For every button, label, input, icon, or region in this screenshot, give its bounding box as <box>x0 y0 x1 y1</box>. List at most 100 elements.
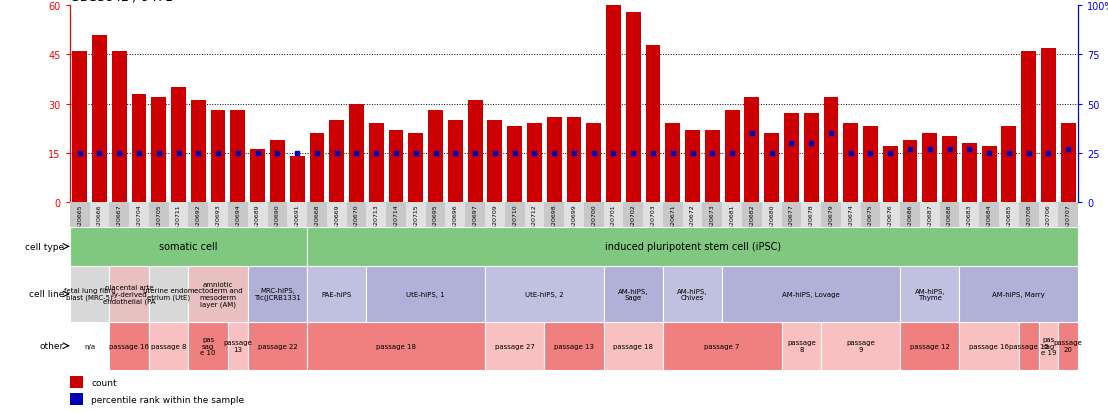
Text: uterine endom
etrium (UtE): uterine endom etrium (UtE) <box>143 288 194 301</box>
Bar <box>228 322 248 370</box>
Text: passage
8: passage 8 <box>787 339 815 352</box>
Bar <box>485 266 604 322</box>
Bar <box>666 124 680 202</box>
Bar <box>586 124 602 202</box>
Text: UtE-hiPS, 1: UtE-hiPS, 1 <box>407 291 445 297</box>
Bar <box>903 140 917 202</box>
Bar <box>448 121 463 202</box>
Text: GSM520698: GSM520698 <box>552 204 556 241</box>
Text: GSM520709: GSM520709 <box>492 204 497 241</box>
Text: GDS3842 / 9471: GDS3842 / 9471 <box>70 0 173 4</box>
Bar <box>663 322 781 370</box>
Bar <box>1018 322 1038 370</box>
Text: GSM520678: GSM520678 <box>809 204 813 241</box>
Text: GSM520675: GSM520675 <box>868 204 873 241</box>
Text: passage 22: passage 22 <box>257 343 297 349</box>
Bar <box>92 36 106 202</box>
Text: GSM520687: GSM520687 <box>927 204 932 241</box>
Bar <box>191 101 206 202</box>
Text: GSM520713: GSM520713 <box>373 204 379 241</box>
Bar <box>841 202 861 227</box>
Bar <box>942 137 957 202</box>
Bar <box>1042 49 1056 202</box>
Text: passage 16: passage 16 <box>109 343 150 349</box>
Bar <box>762 202 781 227</box>
Bar <box>624 202 643 227</box>
Bar <box>821 202 841 227</box>
Bar <box>1038 202 1058 227</box>
Bar <box>663 202 683 227</box>
Bar <box>564 202 584 227</box>
Bar <box>784 114 799 202</box>
Text: PAE-hiPS: PAE-hiPS <box>321 291 352 297</box>
Bar <box>488 121 502 202</box>
Bar <box>270 140 285 202</box>
Bar <box>722 266 900 322</box>
Text: n/a: n/a <box>84 343 95 349</box>
Text: GSM520704: GSM520704 <box>136 204 142 241</box>
Bar <box>389 131 403 202</box>
Bar <box>626 13 640 202</box>
Text: passage 18: passage 18 <box>376 343 416 349</box>
Bar <box>132 95 146 202</box>
Bar <box>1058 322 1078 370</box>
Bar <box>90 202 110 227</box>
Text: GSM520676: GSM520676 <box>888 204 893 241</box>
Bar <box>524 202 544 227</box>
Bar <box>999 202 1018 227</box>
Bar <box>979 202 999 227</box>
Bar <box>367 202 386 227</box>
Bar <box>188 322 228 370</box>
Bar <box>863 127 878 202</box>
Text: count: count <box>91 378 116 387</box>
Bar <box>1038 322 1058 370</box>
Text: passage 18: passage 18 <box>613 343 654 349</box>
Bar <box>188 202 208 227</box>
Text: GSM520708: GSM520708 <box>1026 204 1032 241</box>
Text: GSM520694: GSM520694 <box>235 204 240 241</box>
Bar <box>230 111 245 202</box>
Bar <box>705 131 720 202</box>
Bar <box>604 266 663 322</box>
Text: somatic cell: somatic cell <box>160 242 217 252</box>
Bar <box>148 322 188 370</box>
Text: GSM520691: GSM520691 <box>295 204 299 241</box>
Bar <box>803 114 819 202</box>
Bar <box>725 111 739 202</box>
Text: GSM520674: GSM520674 <box>849 204 853 241</box>
Text: GSM520689: GSM520689 <box>255 204 260 241</box>
Bar <box>883 147 897 202</box>
Bar <box>505 202 524 227</box>
Text: GSM520682: GSM520682 <box>749 204 755 241</box>
Bar <box>211 111 226 202</box>
Text: cell type: cell type <box>25 242 64 251</box>
Text: UtE-hiPS, 2: UtE-hiPS, 2 <box>525 291 564 297</box>
Text: GSM520667: GSM520667 <box>116 204 122 241</box>
Bar <box>208 202 228 227</box>
Text: GSM520671: GSM520671 <box>670 204 675 241</box>
Text: GSM520702: GSM520702 <box>630 204 636 241</box>
Text: GSM520681: GSM520681 <box>729 204 735 241</box>
Bar <box>386 202 406 227</box>
Text: GSM520695: GSM520695 <box>433 204 438 241</box>
Text: passage
20: passage 20 <box>1054 339 1083 352</box>
Bar <box>349 104 363 202</box>
Text: percentile rank within the sample: percentile rank within the sample <box>91 395 244 404</box>
Bar <box>900 202 920 227</box>
Text: AM-hiPS,
Thyme: AM-hiPS, Thyme <box>914 288 945 301</box>
Text: passage 7: passage 7 <box>705 343 740 349</box>
Text: GSM520690: GSM520690 <box>275 204 280 241</box>
Bar <box>960 202 979 227</box>
Bar <box>604 322 663 370</box>
Text: cell line: cell line <box>29 290 64 299</box>
Text: passage
13: passage 13 <box>224 339 253 352</box>
Bar <box>1002 127 1016 202</box>
Bar <box>152 98 166 202</box>
Text: GSM520712: GSM520712 <box>532 204 537 241</box>
Bar <box>1060 124 1076 202</box>
Text: GSM520679: GSM520679 <box>829 204 833 241</box>
Bar <box>702 202 722 227</box>
Text: passage 8: passage 8 <box>151 343 186 349</box>
Text: other: other <box>40 342 64 350</box>
Bar <box>188 266 248 322</box>
